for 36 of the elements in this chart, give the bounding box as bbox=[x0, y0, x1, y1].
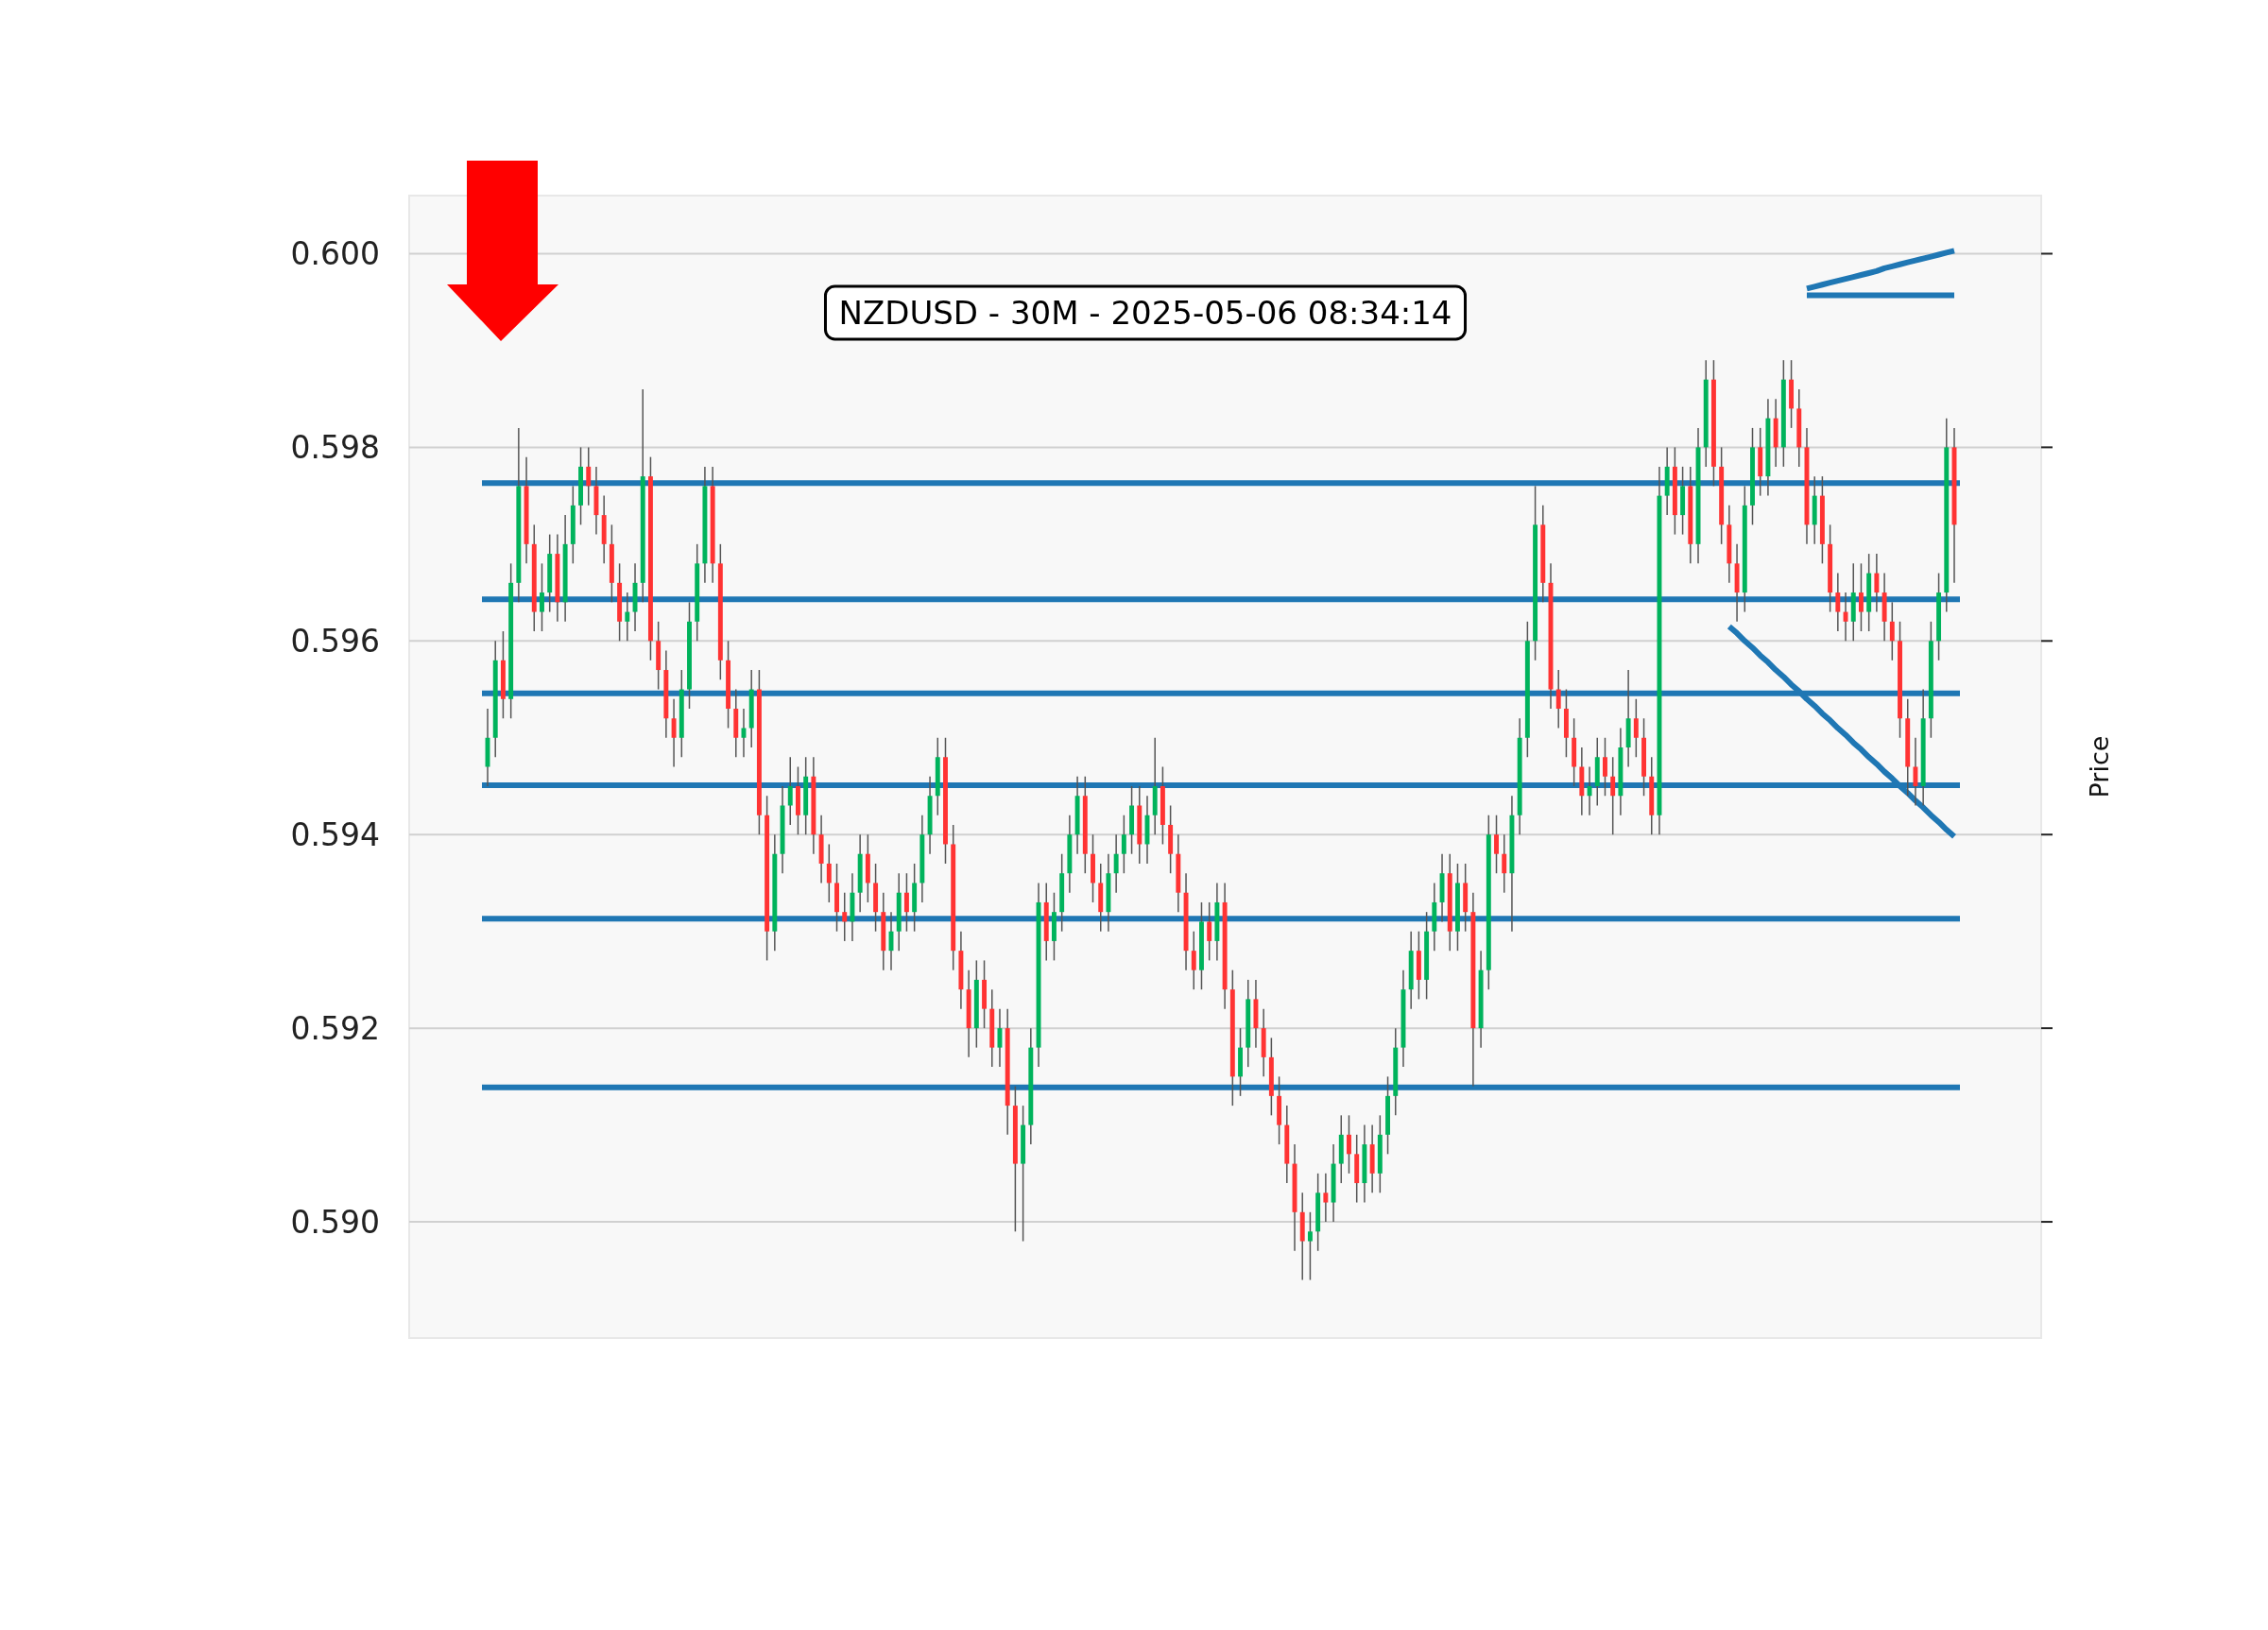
y-tick-label: 0.600 bbox=[290, 235, 380, 273]
candlestick bbox=[842, 891, 848, 942]
candlestick bbox=[1610, 756, 1616, 835]
candlestick bbox=[1323, 1173, 1329, 1223]
candlestick bbox=[671, 698, 677, 768]
candlestick bbox=[1502, 833, 1507, 894]
y-tick-label: 0.594 bbox=[290, 815, 380, 853]
y-axis-title: Price bbox=[2085, 735, 2115, 798]
candlestick bbox=[1874, 553, 1880, 613]
candlestick bbox=[1859, 562, 1864, 632]
candlestick bbox=[1555, 669, 1561, 729]
candlestick bbox=[1121, 814, 1126, 874]
candlestick bbox=[1113, 833, 1119, 894]
candlestick bbox=[903, 872, 909, 933]
y-tick-label: 0.592 bbox=[290, 1009, 380, 1047]
y-tick-label: 0.590 bbox=[290, 1203, 380, 1241]
y-tick-label: 0.596 bbox=[290, 622, 380, 660]
candlestick bbox=[826, 843, 832, 903]
candlestick bbox=[1494, 814, 1499, 874]
y-tick-label: 0.598 bbox=[290, 428, 380, 466]
candlestick bbox=[1207, 901, 1212, 962]
candlestick bbox=[1913, 737, 1918, 807]
candlestick bbox=[787, 756, 793, 826]
candlestick bbox=[1843, 592, 1848, 643]
candlestick bbox=[1587, 765, 1592, 816]
candlestick bbox=[1603, 737, 1607, 797]
candlestick bbox=[625, 592, 630, 643]
candlestick bbox=[1307, 1211, 1313, 1281]
candlestick bbox=[1347, 1114, 1351, 1175]
candlestick bbox=[540, 562, 544, 632]
candlestick bbox=[1633, 698, 1639, 758]
candlestick bbox=[586, 446, 592, 506]
candlestick bbox=[1889, 601, 1895, 661]
candlestick bbox=[1835, 572, 1841, 632]
text: NZDUSD - 30M - 2025-05-06 08:34:14 bbox=[838, 293, 1452, 332]
candlestick bbox=[1191, 930, 1196, 990]
